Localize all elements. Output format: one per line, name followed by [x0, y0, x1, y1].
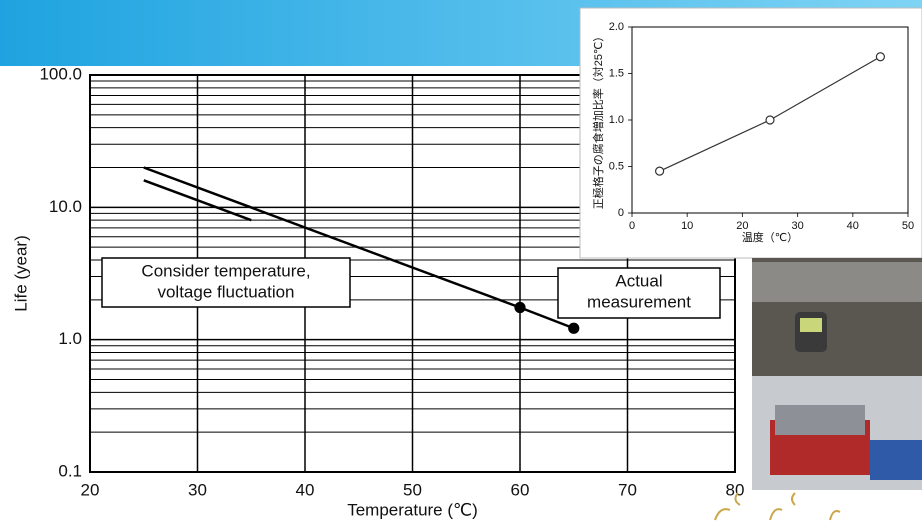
x-tick-label: 10	[681, 220, 693, 232]
y-tick-label: 2.0	[609, 21, 624, 33]
data-point	[876, 53, 884, 61]
y-tick-label: 1.0	[58, 329, 82, 348]
annotation-text: Actual	[615, 271, 662, 290]
annotation-text: measurement	[587, 292, 691, 311]
y-tick-label: 0.1	[58, 461, 82, 480]
x-tick-label: 20	[736, 220, 748, 232]
x-tick-label: 50	[902, 220, 914, 232]
x-tick-label: 40	[847, 220, 859, 232]
data-point	[766, 116, 774, 124]
x-tick-label: 30	[188, 480, 207, 499]
x-tick-label: 30	[791, 220, 803, 232]
y-tick-label: 1.0	[609, 114, 624, 126]
y-axis-label: Life (year)	[11, 235, 30, 312]
y-tick-label: 1.5	[609, 67, 624, 79]
slide: 0.11.010.0100.020304050607080Temperature…	[0, 0, 922, 522]
x-axis-label: Temperature (℃)	[347, 501, 478, 520]
y-tick-label: 0	[618, 207, 624, 219]
data-point	[515, 303, 525, 313]
y-tick-label: 100.0	[39, 64, 82, 83]
photo	[752, 258, 922, 490]
banner-edge	[30, 66, 570, 70]
x-tick-label: 0	[629, 220, 635, 232]
x-tick-label: 20	[81, 480, 100, 499]
x-axis-label: 温度（℃）	[742, 230, 798, 244]
data-point	[656, 167, 664, 175]
x-tick-label: 60	[511, 480, 530, 499]
annotation-text: Consider temperature,	[141, 261, 310, 280]
annotation-text: voltage fluctuation	[157, 282, 294, 301]
y-tick-label: 0.5	[609, 160, 624, 172]
x-tick-label: 70	[618, 480, 637, 499]
x-tick-label: 50	[403, 480, 422, 499]
y-axis-label: 正極格子の腐食増加比率（対25℃）	[591, 31, 605, 210]
data-point	[569, 323, 579, 333]
y-tick-label: 10.0	[49, 197, 82, 216]
x-tick-label: 40	[296, 480, 315, 499]
